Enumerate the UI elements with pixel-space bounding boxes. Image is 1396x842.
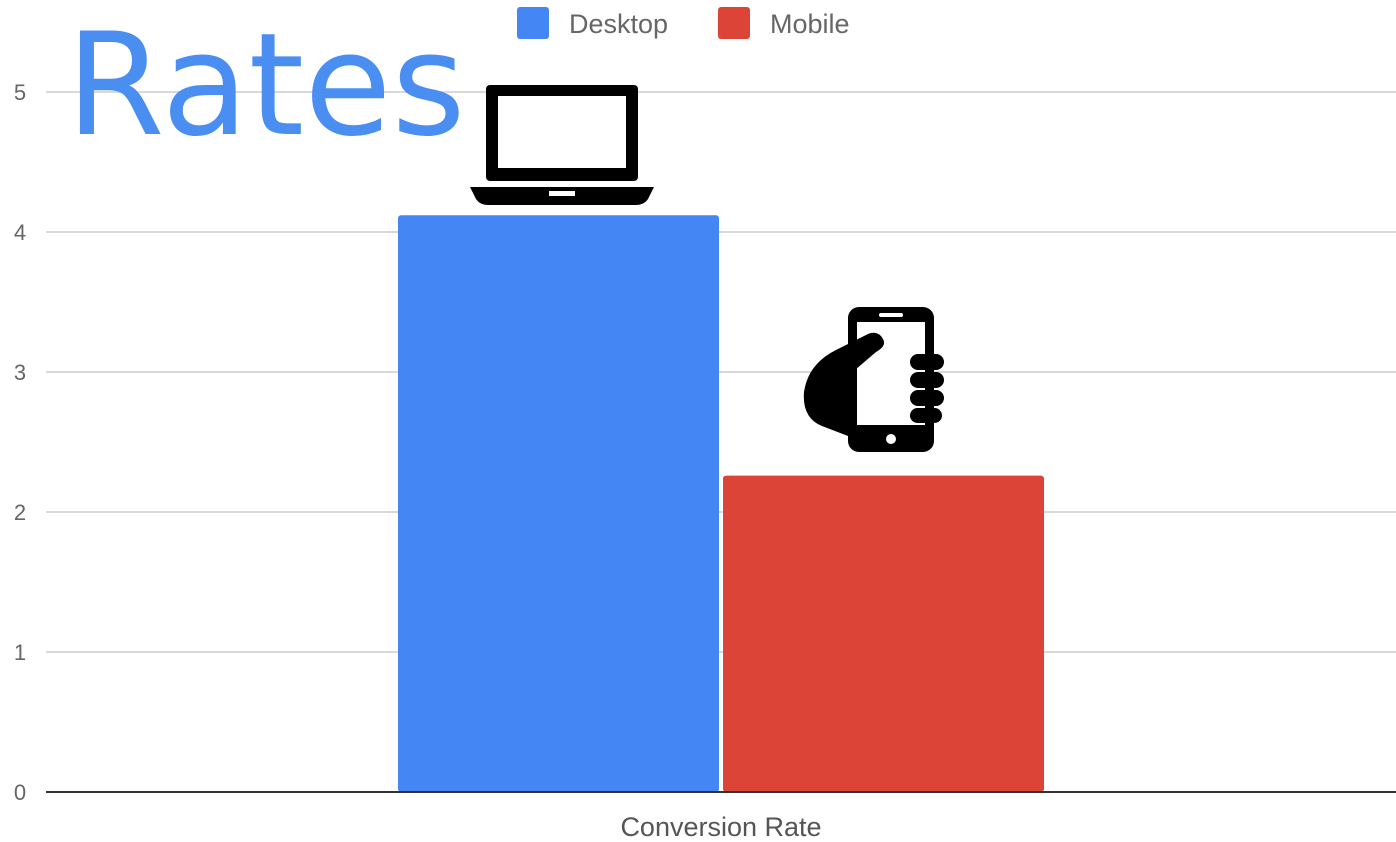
y-tick-label: 0 <box>14 780 26 805</box>
y-tick-label: 3 <box>14 360 26 385</box>
y-tick-label: 4 <box>14 220 26 245</box>
legend-label-mobile: Mobile <box>770 9 850 39</box>
laptop-icon <box>470 85 654 205</box>
overlay-title: Rates <box>66 3 466 168</box>
bars <box>398 215 1044 792</box>
phone-in-hand-icon <box>803 307 944 452</box>
legend-label-desktop: Desktop <box>569 9 668 39</box>
y-tick-label: 2 <box>14 500 26 525</box>
legend-item-desktop[interactable]: Desktop <box>517 7 668 39</box>
legend-item-mobile[interactable]: Mobile <box>718 7 850 39</box>
y-tick-label: 1 <box>14 640 26 665</box>
legend-swatch-desktop <box>517 7 549 39</box>
legend: Desktop Mobile <box>517 7 850 39</box>
legend-swatch-mobile <box>718 7 750 39</box>
y-tick-label: 5 <box>14 80 26 105</box>
gridlines <box>46 91 1396 653</box>
x-tick-label: Conversion Rate <box>620 812 821 842</box>
y-axis-ticks: 0 1 2 3 4 5 <box>14 80 26 805</box>
bar-mobile[interactable] <box>723 475 1044 792</box>
bar-desktop[interactable] <box>398 215 719 792</box>
